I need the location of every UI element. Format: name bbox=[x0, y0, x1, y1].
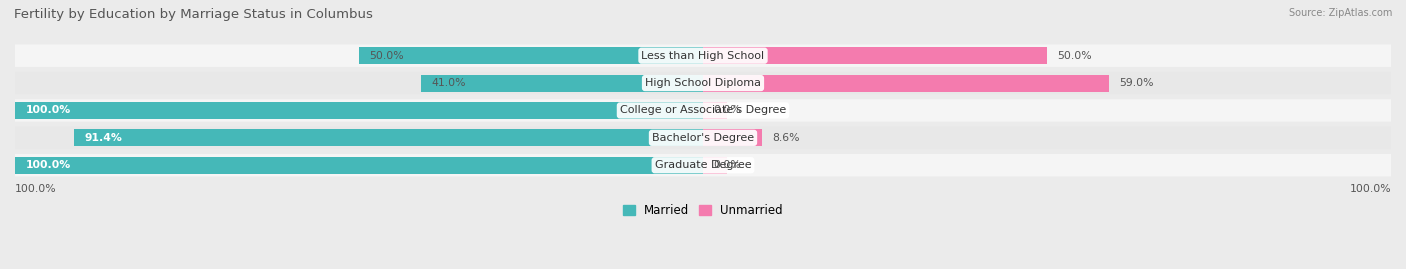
FancyBboxPatch shape bbox=[14, 127, 1392, 149]
Text: 50.0%: 50.0% bbox=[370, 51, 404, 61]
Bar bbox=[703, 47, 1047, 64]
Bar bbox=[703, 75, 1109, 91]
Text: 0.0%: 0.0% bbox=[713, 105, 741, 115]
Bar bbox=[75, 129, 703, 146]
Legend: Married, Unmarried: Married, Unmarried bbox=[619, 199, 787, 222]
FancyBboxPatch shape bbox=[14, 72, 1392, 94]
FancyBboxPatch shape bbox=[14, 99, 1392, 122]
Text: 0.0%: 0.0% bbox=[713, 160, 741, 170]
Text: College or Associate's Degree: College or Associate's Degree bbox=[620, 105, 786, 115]
Bar bbox=[15, 157, 703, 174]
Text: 41.0%: 41.0% bbox=[432, 78, 465, 88]
Bar bbox=[703, 102, 727, 119]
Bar bbox=[703, 129, 762, 146]
Text: 100.0%: 100.0% bbox=[25, 105, 70, 115]
FancyBboxPatch shape bbox=[14, 154, 1392, 176]
Text: 100.0%: 100.0% bbox=[1350, 184, 1391, 194]
Text: High School Diploma: High School Diploma bbox=[645, 78, 761, 88]
Text: Less than High School: Less than High School bbox=[641, 51, 765, 61]
Text: 59.0%: 59.0% bbox=[1119, 78, 1154, 88]
Text: Fertility by Education by Marriage Status in Columbus: Fertility by Education by Marriage Statu… bbox=[14, 8, 373, 21]
Text: 100.0%: 100.0% bbox=[25, 160, 70, 170]
Text: Graduate Degree: Graduate Degree bbox=[655, 160, 751, 170]
Text: 50.0%: 50.0% bbox=[1057, 51, 1092, 61]
Text: Source: ZipAtlas.com: Source: ZipAtlas.com bbox=[1288, 8, 1392, 18]
Bar bbox=[359, 47, 703, 64]
Text: 91.4%: 91.4% bbox=[84, 133, 122, 143]
FancyBboxPatch shape bbox=[14, 44, 1392, 67]
Text: 8.6%: 8.6% bbox=[772, 133, 800, 143]
Text: 100.0%: 100.0% bbox=[15, 184, 56, 194]
Bar bbox=[15, 102, 703, 119]
Text: Bachelor's Degree: Bachelor's Degree bbox=[652, 133, 754, 143]
Bar bbox=[420, 75, 703, 91]
Bar bbox=[703, 157, 727, 174]
